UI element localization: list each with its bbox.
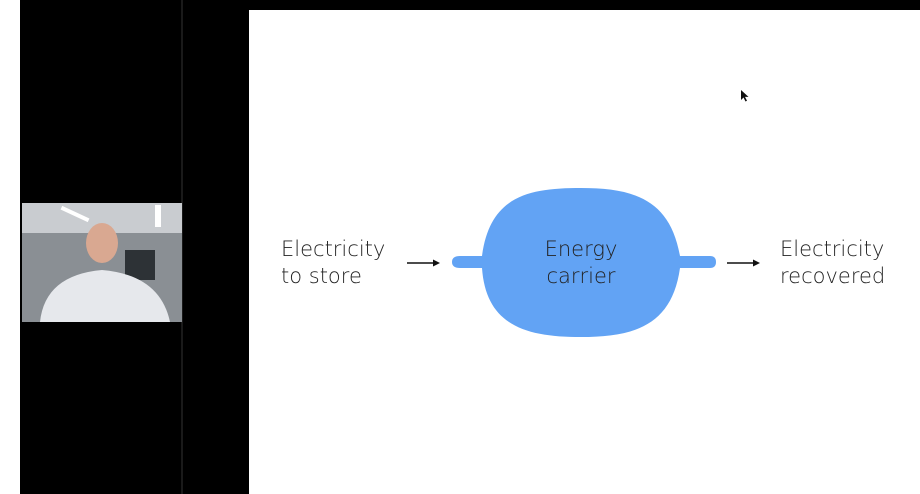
screen: Electricity to store Energy carrier Elec… <box>0 0 920 494</box>
left-label: Electricity <box>281 237 385 261</box>
page: Electricity to store Energy carrier Elec… <box>0 0 920 494</box>
webcam <box>22 203 182 322</box>
center-label: carrier <box>546 264 615 288</box>
webcam-light <box>155 205 161 227</box>
left-label: to store <box>281 264 362 288</box>
right-label: Electricity <box>780 237 884 261</box>
webcam-face <box>86 223 118 263</box>
center-label: Energy <box>545 237 618 261</box>
right-label: recovered <box>780 264 885 288</box>
webcam-board <box>125 250 155 280</box>
